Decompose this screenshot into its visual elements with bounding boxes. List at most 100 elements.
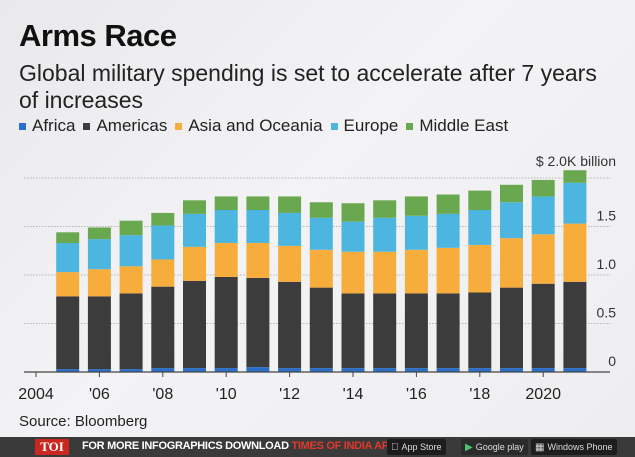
bar-segment-asia-and-oceania-2019 (500, 238, 523, 288)
bar-segment-africa-2010 (214, 368, 238, 372)
bar-segment-americas-2009 (183, 280, 206, 369)
bar-segment-europe-2012 (278, 212, 302, 246)
bar-segment-asia-and-oceania-2009 (183, 246, 206, 281)
legend-item-africa: Africa (19, 116, 75, 136)
bar-segment-africa-2016 (404, 368, 428, 372)
legend-label: Asia and Oceania (188, 116, 323, 135)
bar-segment-asia-and-oceania-2018 (468, 244, 492, 293)
bar-segment-middle-east-2010 (214, 196, 238, 211)
app-store-badge[interactable]:  App Store (387, 439, 446, 455)
x-tick-label: 2020 (525, 386, 561, 403)
promo-highlight: TIMES OF INDIA APP (291, 440, 396, 452)
bar-segment-americas-2021 (563, 281, 587, 369)
bar-segment-europe-2011 (246, 210, 270, 243)
bar-segment-americas-2016 (404, 293, 428, 369)
bar-segment-africa-2006 (87, 369, 111, 372)
bar-segment-asia-and-oceania-2006 (87, 269, 111, 297)
bar-segment-americas-2010 (214, 276, 238, 369)
y-tick-label: 0 (608, 353, 616, 369)
chart-title: Arms Race (19, 18, 177, 53)
bar-segment-europe-2016 (404, 215, 428, 250)
bar-segment-africa-2011 (246, 367, 270, 372)
bars (56, 170, 587, 372)
bar-segment-americas-2020 (531, 283, 555, 369)
bar-segment-asia-and-oceania-2011 (246, 242, 270, 278)
bar-segment-middle-east-2019 (500, 184, 523, 203)
x-tick-label: '14 (343, 386, 364, 403)
promo-label: FOR MORE INFOGRAPHICS DOWNLOAD (82, 440, 292, 452)
legend-item-asia-oceania: Asia and Oceania (175, 116, 323, 136)
bar-segment-americas-2011 (246, 277, 270, 368)
bar-segment-americas-2015 (373, 293, 397, 369)
windows-phone-badge[interactable]: ▦ Windows Phone (531, 439, 617, 455)
legend-label: Europe (343, 116, 399, 135)
bar-segment-africa-2018 (468, 368, 492, 372)
legend-swatch-europe (330, 122, 338, 130)
bar-segment-asia-and-oceania-2010 (214, 242, 238, 277)
windows-icon: ▦ (535, 441, 545, 453)
bar-segment-asia-and-oceania-2008 (151, 259, 175, 287)
bar-segment-africa-2017 (436, 368, 460, 372)
x-axis: 2004 '06 '08 '10 '12 '14 '16 '18 2020 (18, 371, 610, 403)
store-label: Google play (475, 442, 524, 452)
x-tick-label: '18 (469, 386, 490, 403)
bar-segment-africa-2008 (151, 368, 175, 372)
bar-segment-asia-and-oceania-2017 (436, 247, 460, 294)
bar-segment-americas-2012 (278, 281, 302, 369)
bar-segment-europe-2017 (436, 213, 460, 248)
bar-segment-asia-and-oceania-2021 (563, 223, 587, 282)
legend-label: Africa (32, 116, 76, 135)
bar-segment-africa-2020 (531, 368, 555, 372)
x-tick-label: '10 (216, 386, 237, 403)
bar-segment-asia-and-oceania-2020 (531, 234, 555, 284)
legend-item-middle-east: Middle East (406, 116, 508, 136)
store-label: Windows Phone (547, 442, 613, 452)
bar-segment-europe-2005 (56, 242, 80, 273)
bar-segment-africa-2014 (341, 368, 365, 372)
store-label: App Store (394, 442, 442, 452)
bar-segment-americas-2005 (56, 296, 80, 370)
bar-segment-middle-east-2005 (56, 232, 80, 243)
toi-logo[interactable]: TOI (35, 439, 69, 455)
bar-segment-middle-east-2011 (246, 196, 270, 211)
bar-segment-middle-east-2017 (436, 194, 460, 214)
x-tick-label: '06 (89, 386, 110, 403)
bar-segment-europe-2008 (151, 225, 175, 260)
bar-segment-americas-2008 (151, 286, 175, 369)
bar-segment-middle-east-2007 (119, 220, 143, 236)
bar-segment-europe-2009 (183, 213, 206, 247)
bar-segment-africa-2015 (373, 368, 397, 372)
bar-segment-middle-east-2006 (87, 227, 111, 240)
bar-segment-middle-east-2009 (183, 200, 206, 214)
bar-segment-middle-east-2020 (531, 179, 555, 197)
bar-segment-europe-2018 (468, 210, 492, 245)
bar-segment-europe-2010 (214, 210, 238, 243)
google-play-badge[interactable]: ▶ Google play (461, 439, 528, 455)
legend-swatch-middle-east (406, 122, 414, 130)
source-note: Source: Bloomberg (19, 413, 148, 430)
bar-segment-americas-2007 (119, 293, 143, 370)
x-tick-label: '08 (152, 386, 173, 403)
bar-segment-africa-2005 (56, 369, 80, 372)
bar-segment-americas-2017 (436, 293, 460, 369)
x-tick-label: '16 (406, 386, 427, 403)
y-tick-label: $ 2.0K billion (536, 153, 616, 169)
google-play-icon: ▶ (465, 441, 473, 453)
bar-segment-europe-2014 (341, 221, 365, 252)
bar-segment-asia-and-oceania-2016 (404, 249, 428, 294)
bar-segment-middle-east-2018 (468, 190, 492, 211)
stacked-bar-chart: 0 0.5 1.0 1.5 $ 2.0K billion 2004 '06 '08 '10 '1… (18, 153, 617, 403)
legend-swatch-americas (83, 122, 91, 130)
promo-text[interactable]: FOR MORE INFOGRAPHICS DOWNLOAD TIMES OF … (82, 440, 396, 452)
bar-segment-asia-and-oceania-2007 (119, 266, 143, 294)
y-tick-label: 0.5 (597, 305, 617, 321)
y-tick-label: 1.5 (597, 208, 617, 224)
bar-segment-asia-and-oceania-2005 (56, 272, 80, 297)
bar-segment-europe-2020 (531, 196, 555, 235)
legend-swatch-asia-oceania (175, 122, 183, 130)
bar-segment-middle-east-2015 (373, 200, 397, 218)
bar-segment-africa-2019 (500, 368, 523, 372)
bar-segment-middle-east-2013 (309, 202, 333, 218)
bar-segment-middle-east-2014 (341, 203, 365, 222)
bar-segment-africa-2013 (309, 368, 333, 372)
